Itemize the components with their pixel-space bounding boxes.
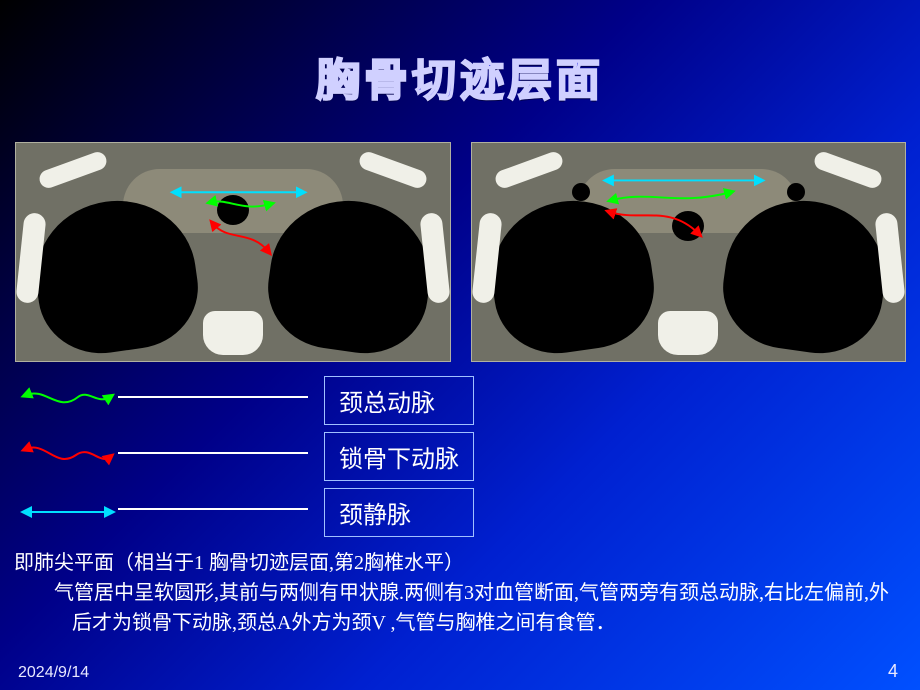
legend-underline <box>118 508 308 510</box>
legend: 颈总动脉 锁骨下动脉 颈静脉 <box>18 372 488 540</box>
description-line2: 气管居中呈软圆形,其前与两侧有甲状腺.两侧有3对血管断面,气管两旁有颈总动脉,右… <box>32 578 896 638</box>
legend-underline <box>118 452 308 454</box>
ct-image-row <box>15 142 906 362</box>
legend-label-red: 锁骨下动脉 <box>324 432 474 481</box>
slide-title: 胸骨切迹层面 <box>0 44 920 108</box>
ct-image-right <box>471 142 907 362</box>
footer-page: 4 <box>888 661 898 682</box>
footer-date: 2024/9/14 <box>18 664 89 682</box>
ct-image-left <box>15 142 451 362</box>
legend-underline <box>118 396 308 398</box>
legend-arrow-cyan <box>18 495 118 529</box>
legend-label-cyan: 颈静脉 <box>324 488 474 537</box>
legend-row-red: 锁骨下动脉 <box>18 428 488 484</box>
description-line1: 即肺尖平面（相当于1 胸骨切迹层面,第2胸椎水平） <box>14 548 896 578</box>
legend-arrow-red <box>18 439 118 473</box>
legend-arrow-green <box>18 383 118 417</box>
description-block: 即肺尖平面（相当于1 胸骨切迹层面,第2胸椎水平） 气管居中呈软圆形,其前与两侧… <box>14 548 896 638</box>
legend-label-green: 颈总动脉 <box>324 376 474 425</box>
legend-row-cyan: 颈静脉 <box>18 484 488 540</box>
legend-row-green: 颈总动脉 <box>18 372 488 428</box>
